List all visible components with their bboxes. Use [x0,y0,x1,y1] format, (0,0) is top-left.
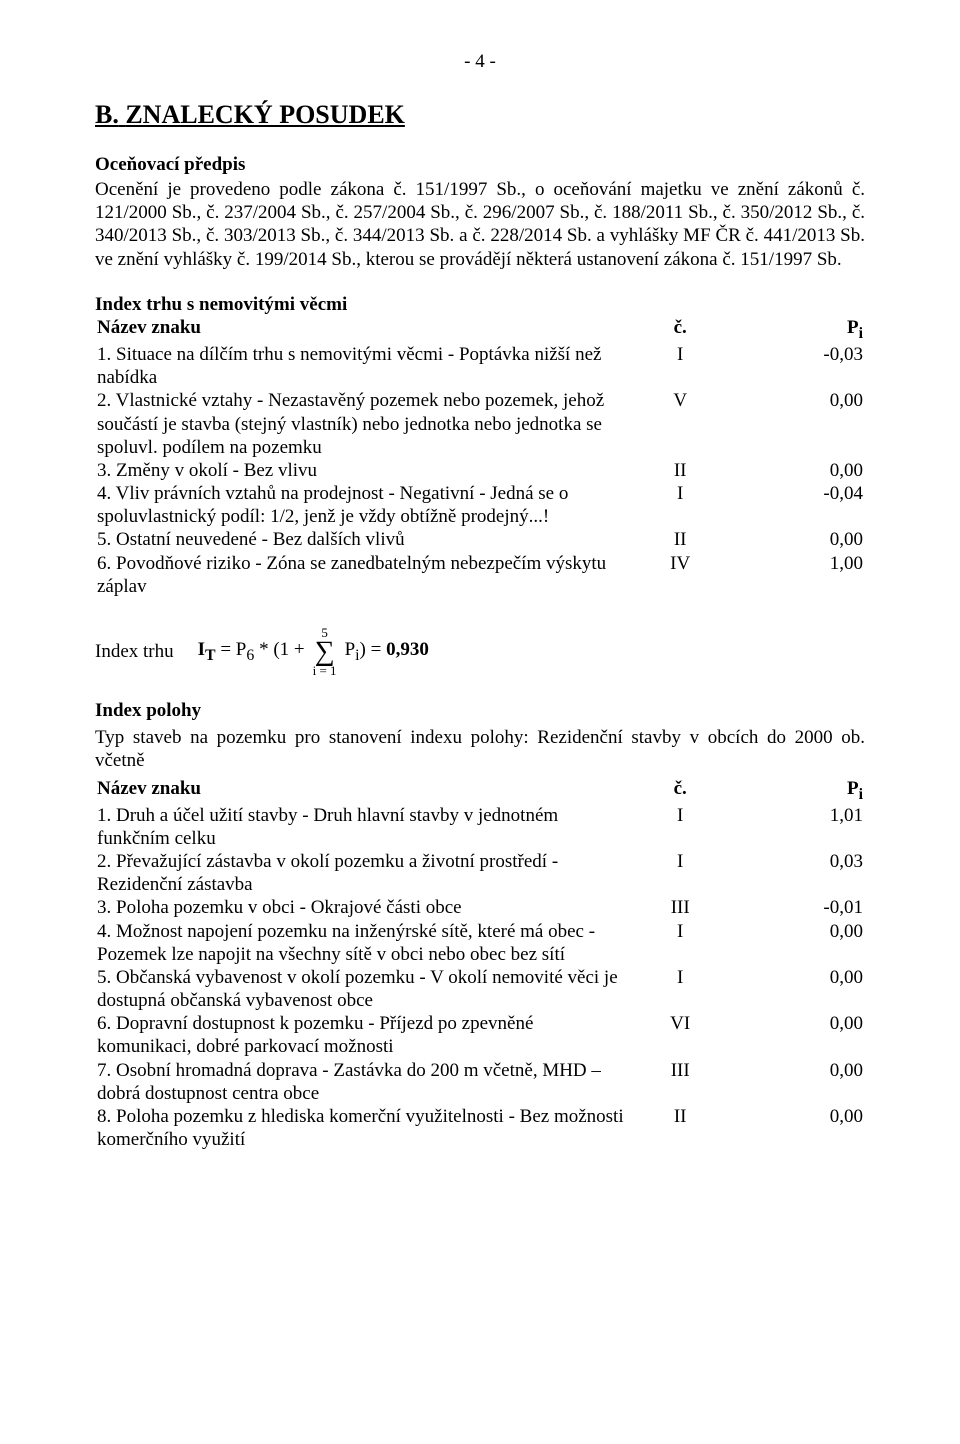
table-row: 3. Změny v okolí - Bez vlivuII0,00 [95,459,865,482]
table-row: 1. Situace na dílčím trhu s nemovitými v… [95,343,865,389]
row-name: 1. Druh a účel užití stavby - Druh hlavn… [95,804,634,850]
header-code: č. [634,316,726,343]
formula-pi: P [345,639,356,660]
row-name: 4. Možnost napojení pozemku na inženýrsk… [95,920,634,966]
formula-result: 0,930 [386,639,429,660]
formula-index-trhu: Index trhu IT = P6 * (1 + 5 ∑ i = 1 Pi) … [95,626,865,677]
row-value: 0,00 [726,1059,865,1105]
row-code: IV [634,552,726,598]
typ-line: Typ staveb na pozemku pro stanovení inde… [95,726,865,772]
row-code: I [634,343,726,389]
section-title: B. ZNALECKÝ POSUDEK [95,99,865,131]
row-code: I [634,966,726,1012]
table-header-row: Název znaku č. Pi [95,316,865,343]
row-name: 8. Poloha pozemku z hlediska komerční vy… [95,1105,634,1151]
predpis-text: Ocenění je provedeno podle zákona č. 151… [95,178,865,271]
formula-p6-sub: 6 [246,647,254,664]
row-name: 2. Vlastnické vztahy - Nezastavěný pozem… [95,389,634,459]
header2-val: Pi [726,777,865,804]
row-value: 1,01 [726,804,865,850]
row-name: 3. Změny v okolí - Bez vlivu [95,459,634,482]
formula-sigma: 5 ∑ i = 1 [313,626,337,677]
row-name: 6. Povodňové riziko - Zóna se zanedbatel… [95,552,634,598]
index-polohy-heading: Index polohy [95,699,865,722]
table-row: 8. Poloha pozemku z hlediska komerční vy… [95,1105,865,1151]
header2-name: Název znaku [95,777,634,804]
table-index-trhu: Název znaku č. Pi 1. Situace na dílčím t… [95,316,865,598]
row-code: VI [634,1012,726,1058]
row-value: 1,00 [726,552,865,598]
header2-code: č. [634,777,726,804]
row-code: II [634,459,726,482]
row-name: 3. Poloha pozemku v obci - Okrajové část… [95,896,634,919]
table-row: 4. Vliv právních vztahů na prodejnost - … [95,482,865,528]
index-trhu-heading: Index trhu s nemovitými věcmi [95,293,865,316]
row-value: 0,00 [726,1012,865,1058]
row-code: III [634,1059,726,1105]
table-header-row-2: Název znaku č. Pi [95,777,865,804]
subheading-predpis: Oceňovací předpis [95,153,865,176]
formula-body: IT = P6 * (1 + 5 ∑ i = 1 Pi) = 0,930 [198,626,429,677]
formula-I: I [198,639,205,660]
section-letter: B. [95,100,119,129]
page-number: - 4 - [95,50,865,73]
row-value: 0,00 [726,389,865,459]
row-value: -0,03 [726,343,865,389]
row-name: 6. Dopravní dostupnost k pozemku - Příje… [95,1012,634,1058]
header-name: Název znaku [95,316,634,343]
formula-star: * (1 + [259,639,305,660]
sigma-bottom: i = 1 [313,664,337,677]
row-value: 0,00 [726,1105,865,1151]
table-row: 5. Občanská vybavenost v okolí pozemku -… [95,966,865,1012]
row-name: 7. Osobní hromadná doprava - Zastávka do… [95,1059,634,1105]
table-row: 2. Převažující zástavba v okolí pozemku … [95,850,865,896]
header2-val-p: P [847,778,859,799]
row-value: 0,03 [726,850,865,896]
row-name: 4. Vliv právních vztahů na prodejnost - … [95,482,634,528]
table-row: 1. Druh a účel užití stavby - Druh hlavn… [95,804,865,850]
table-row: 6. Povodňové riziko - Zóna se zanedbatel… [95,552,865,598]
row-value: -0,01 [726,896,865,919]
page-container: - 4 - B. ZNALECKÝ POSUDEK Oceňovací před… [0,0,960,1444]
table-row: 4. Možnost napojení pozemku na inženýrsk… [95,920,865,966]
row-value: 0,00 [726,920,865,966]
formula-I-sub: T [205,647,216,664]
row-name: 1. Situace na dílčím trhu s nemovitými v… [95,343,634,389]
table-row: 7. Osobní hromadná doprava - Zastávka do… [95,1059,865,1105]
row-value: 0,00 [726,459,865,482]
formula-eq: = P [220,639,246,660]
table-row: 3. Poloha pozemku v obci - Okrajové část… [95,896,865,919]
formula-label: Index trhu [95,640,174,663]
table-index-polohy: Název znaku č. Pi 1. Druh a účel užití s… [95,777,865,1152]
header-val-sub: i [859,325,863,342]
row-code: I [634,482,726,528]
row-code: I [634,920,726,966]
section-title-text: ZNALECKÝ POSUDEK [125,100,405,129]
sigma-symbol: ∑ [315,639,335,664]
header-val: Pi [726,316,865,343]
row-code: I [634,804,726,850]
row-code: III [634,896,726,919]
row-code: II [634,528,726,551]
row-value: 0,00 [726,528,865,551]
row-code: I [634,850,726,896]
row-value: 0,00 [726,966,865,1012]
header2-val-sub: i [859,785,863,802]
row-name: 2. Převažující zástavba v okolí pozemku … [95,850,634,896]
table-row: 2. Vlastnické vztahy - Nezastavěný pozem… [95,389,865,459]
row-code: V [634,389,726,459]
header-val-p: P [847,317,859,338]
formula-close: ) = [360,639,387,660]
table-row: 5. Ostatní neuvedené - Bez dalších vlivů… [95,528,865,551]
table-row: 6. Dopravní dostupnost k pozemku - Příje… [95,1012,865,1058]
row-code: II [634,1105,726,1151]
row-value: -0,04 [726,482,865,528]
row-name: 5. Občanská vybavenost v okolí pozemku -… [95,966,634,1012]
row-name: 5. Ostatní neuvedené - Bez dalších vlivů [95,528,634,551]
